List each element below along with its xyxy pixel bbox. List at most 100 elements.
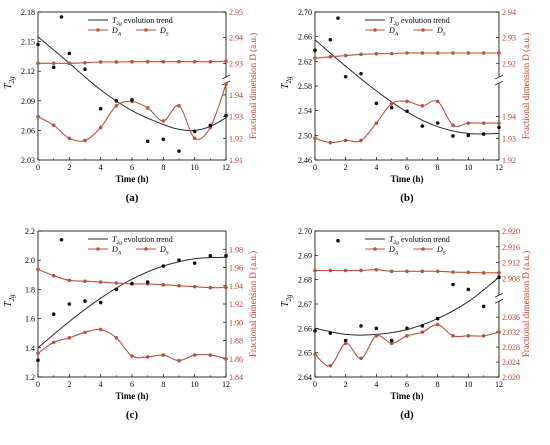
t2g-point xyxy=(51,65,56,70)
legend-da-label: DA xyxy=(388,245,399,256)
x-axis-label: Time (h) xyxy=(115,174,148,184)
t2g-point xyxy=(374,101,379,106)
da-series-point xyxy=(98,125,103,130)
ds-series-point xyxy=(83,279,87,283)
panel-label: (b) xyxy=(400,192,414,204)
da-series-line xyxy=(37,83,227,142)
panel-4: 0 2 4 6 8 10 12 Time (h) 2.64 2.65 2.66 2.67 2.68 2.6… xyxy=(280,227,531,421)
ds-series-point xyxy=(451,270,455,274)
y-tick-label: 2.0 xyxy=(25,256,35,265)
ds-series-point xyxy=(130,59,134,64)
x-tick-label: 6 xyxy=(405,380,409,389)
y2-tick-label: 1.94 xyxy=(502,113,516,122)
y2-tick-label: 2.024 xyxy=(502,358,520,367)
ds-series-point xyxy=(208,285,213,290)
da-series-point xyxy=(343,341,348,346)
y-tick-label: 2.50 xyxy=(298,131,312,140)
x-axis-label: Time (h) xyxy=(390,174,423,184)
ds-series-point xyxy=(161,59,166,64)
da-series-point xyxy=(451,123,455,128)
ds-series-point xyxy=(420,269,425,274)
x-tick-label: 8 xyxy=(161,380,165,389)
t2g-point xyxy=(130,281,134,286)
y2-tick-label: 2.028 xyxy=(502,343,520,352)
ds-series-point xyxy=(405,269,409,274)
da-series-point xyxy=(466,334,471,338)
y2-tick-label: 1.88 xyxy=(229,337,243,346)
plot-frame xyxy=(314,11,500,161)
y-tick-label: 2.03 xyxy=(21,156,35,165)
t2g-point xyxy=(405,326,409,331)
ds-series-point xyxy=(51,273,56,278)
x-tick-label: 0 xyxy=(36,163,40,172)
x-tick-label: 12 xyxy=(222,380,230,389)
y-tick-label: 2.68 xyxy=(298,276,312,285)
axis-break-gap xyxy=(495,295,503,302)
ds-series-point xyxy=(313,56,317,60)
da-series-point xyxy=(224,356,228,361)
x-tick-label: 4 xyxy=(374,163,378,172)
t2g-point xyxy=(98,300,103,305)
da-series-point xyxy=(420,103,425,108)
y-tick-label: 2.64 xyxy=(298,373,312,382)
axis-break-mark xyxy=(494,298,504,304)
t2g-point xyxy=(336,238,340,243)
trend-line xyxy=(37,256,227,349)
y2-tick-label: 1.98 xyxy=(229,245,243,254)
ds-series-point xyxy=(359,268,363,273)
panel-label: (a) xyxy=(126,192,139,204)
y-tick-label: 2.2 xyxy=(25,227,35,236)
y-tick-label: 2.65 xyxy=(298,349,312,358)
legend-ds-marker xyxy=(144,28,148,32)
t2g-point xyxy=(83,67,87,72)
da-series-line xyxy=(314,324,500,367)
da-series-point xyxy=(192,136,197,141)
ds-series-point xyxy=(313,268,317,273)
da-series-point xyxy=(114,103,119,108)
da-series-point xyxy=(145,355,150,359)
t2g-point xyxy=(67,51,72,56)
ds-series-point xyxy=(98,60,103,64)
ds-series-point xyxy=(192,284,197,289)
t2g-point xyxy=(481,132,486,136)
ds-series-point xyxy=(224,59,228,64)
trend-line xyxy=(37,36,227,132)
da-series-point xyxy=(389,101,394,106)
t2g-point xyxy=(177,149,181,153)
x-tick-label: 0 xyxy=(313,163,317,172)
y2-tick-label: 2.95 xyxy=(229,8,243,17)
x-tick-label: 12 xyxy=(495,163,503,172)
t2g-point xyxy=(161,137,166,142)
da-series-point xyxy=(481,121,486,125)
da-series-point xyxy=(497,330,501,334)
y2-tick-label: 1.94 xyxy=(229,282,243,291)
t2g-point xyxy=(466,287,471,292)
y2-tick-label: 2.93 xyxy=(229,59,243,68)
y-tick-label: 1.8 xyxy=(25,285,35,294)
t2g-point xyxy=(114,99,119,103)
da-series-point xyxy=(208,353,213,357)
da-series-point xyxy=(313,352,317,357)
da-series-point xyxy=(374,121,379,125)
x-tick-label: 4 xyxy=(374,380,378,389)
legend-ds-marker xyxy=(421,28,425,32)
legend-trend-label: T2g evolution trend xyxy=(112,16,173,27)
y-tick-label: 2.12 xyxy=(21,67,35,76)
t2g-point xyxy=(145,280,150,284)
legend-da-marker xyxy=(96,28,100,32)
legend-da-label: DA xyxy=(388,26,399,37)
legend-trend-label: T2g evolution trend xyxy=(112,235,173,246)
t2g-point xyxy=(98,106,103,111)
t2g-point xyxy=(161,264,166,268)
panel-3: 0 2 4 6 8 10 12 Time (h) 1.2 1.4 1.6 1.8 2.0 2.2 T2g 1.… xyxy=(3,227,258,421)
da-series-point xyxy=(67,136,72,141)
t2g-point xyxy=(336,16,340,20)
t2g-point xyxy=(451,134,455,138)
y-tick-label: 2.06 xyxy=(21,126,35,135)
ds-series-point xyxy=(374,51,379,56)
legend-ds-marker xyxy=(421,247,425,251)
legend-ds-label: DS xyxy=(159,245,169,256)
legend-da-label: DA xyxy=(111,245,122,256)
ds-series-point xyxy=(481,51,486,55)
y-tick-label: 2.69 xyxy=(298,251,312,260)
